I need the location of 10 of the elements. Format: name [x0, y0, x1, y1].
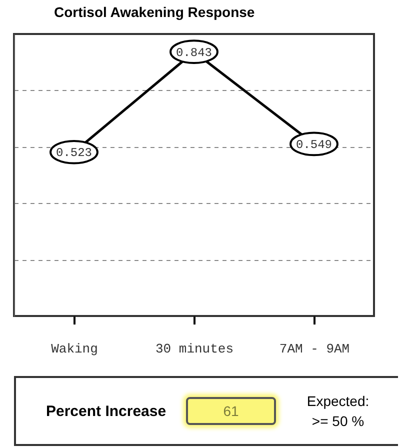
- data-label: 0.843: [176, 46, 212, 60]
- text: 61: [186, 397, 276, 425]
- text: Percent Increase: [46, 402, 168, 420]
- data-label: 0.523: [56, 146, 92, 160]
- data-label: 0.549: [296, 138, 332, 152]
- text: Expected: >= 50 %: [306, 392, 370, 431]
- x-tick-label: Waking: [51, 342, 98, 356]
- x-tick-label: 7AM - 9AM: [279, 342, 350, 356]
- x-tick-label: 30 minutes: [155, 342, 234, 356]
- chart-title: Cortisol Awakening Response: [54, 4, 255, 20]
